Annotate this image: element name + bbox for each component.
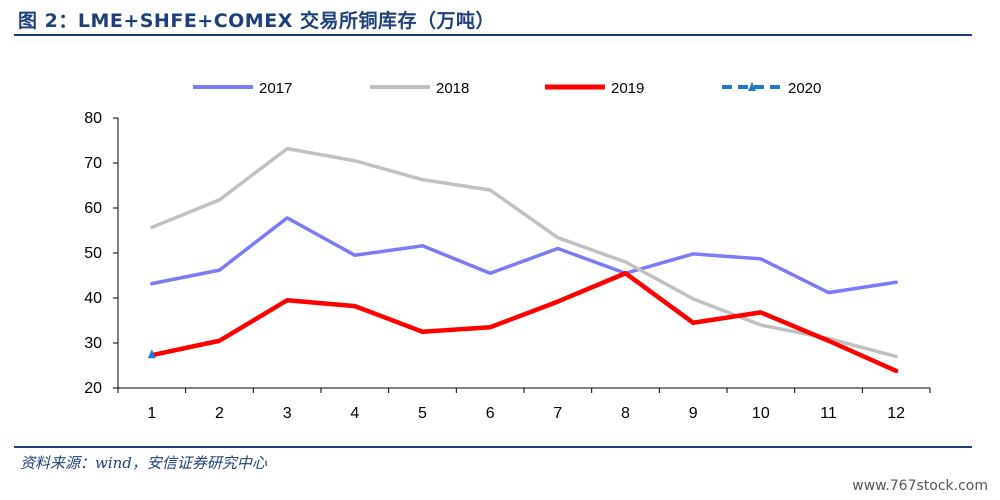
legend-label-2020: 2020 xyxy=(788,80,821,97)
y-tick-label: 40 xyxy=(84,290,102,307)
y-axis: 20 30 40 50 60 70 80 xyxy=(84,110,119,397)
x-tick-label: 12 xyxy=(887,405,905,422)
x-tick-label: 1 xyxy=(147,405,156,422)
watermark: www.767stock.com xyxy=(852,478,988,494)
x-tick-label: 4 xyxy=(350,405,359,422)
y-tick-label: 50 xyxy=(84,245,102,262)
y-tick-label: 60 xyxy=(84,200,102,217)
x-tick-label: 3 xyxy=(283,405,292,422)
y-tick-label: 30 xyxy=(84,335,102,352)
series-lines xyxy=(147,146,899,374)
x-tick-label: 10 xyxy=(752,405,770,422)
y-tick-label: 70 xyxy=(84,155,102,172)
x-axis: 1 2 3 4 5 6 7 8 9 10 11 12 xyxy=(117,387,931,422)
series-line-2017 xyxy=(150,216,898,295)
x-tick-label: 11 xyxy=(820,405,837,422)
y-tick-label: 80 xyxy=(84,110,102,127)
chart-title: 图 2：LME+SHFE+COMEX 交易所铜库存（万吨） xyxy=(18,10,495,32)
chart-legend: 2017 2018 2019 2020 xyxy=(193,80,821,97)
series-line-2018 xyxy=(150,146,898,359)
x-tick-label: 5 xyxy=(418,405,427,422)
legend-label-2019: 2019 xyxy=(611,80,644,97)
legend-marker-2020 xyxy=(748,82,756,91)
x-tick-label: 7 xyxy=(553,405,562,422)
y-tick-label: 20 xyxy=(84,380,102,397)
x-tick-label: 8 xyxy=(621,405,630,422)
source-note: 资料来源：wind，安信证券研究中心 xyxy=(20,454,267,472)
series-line-2019 xyxy=(149,271,899,374)
series-point-2020 xyxy=(147,349,156,359)
x-tick-label: 2 xyxy=(215,405,224,422)
top-divider xyxy=(14,34,972,36)
x-tick-label: 9 xyxy=(689,405,698,422)
legend-label-2018: 2018 xyxy=(436,80,469,97)
x-tick-label: 6 xyxy=(486,405,495,422)
bottom-divider xyxy=(14,446,972,448)
legend-label-2017: 2017 xyxy=(259,80,292,97)
